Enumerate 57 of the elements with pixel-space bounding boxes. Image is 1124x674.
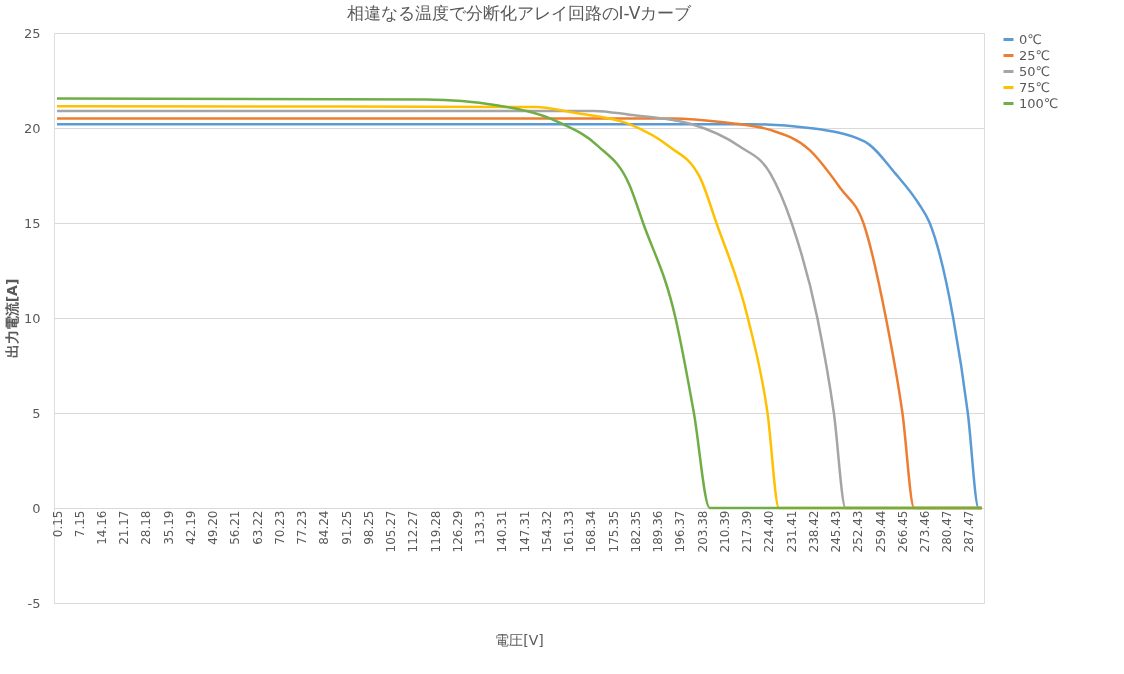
x-tick-label: 126.29 [450, 510, 465, 553]
x-tick-label: 168.34 [584, 510, 599, 553]
x-tick-label: 42.19 [183, 510, 198, 545]
x-tick-label: 224.40 [762, 510, 777, 553]
x-tick-label: 196.37 [673, 510, 688, 553]
x-tick-label: 112.27 [406, 510, 421, 553]
x-tick-label: 245.43 [829, 510, 844, 553]
x-tick-label: 14.16 [94, 510, 109, 545]
y-tick-label: 0 [32, 500, 41, 516]
x-tick-label: 203.38 [695, 510, 710, 553]
x-tick-label: 252.43 [851, 510, 866, 553]
legend-label: 100℃ [1019, 95, 1059, 111]
x-tick-label: 266.45 [895, 510, 910, 553]
x-tick-label: 56.21 [228, 510, 243, 545]
x-tick-label: 287.47 [962, 510, 977, 553]
x-tick-label: 217.39 [740, 510, 755, 553]
x-tick-label: 21.17 [117, 510, 132, 545]
y-tick-label: 25 [23, 25, 41, 41]
x-tick-label: 259.44 [873, 510, 888, 553]
x-tick-label: 175.35 [606, 510, 621, 553]
y-axis-title: 出力電流[A] [3, 278, 20, 359]
x-tick-label: 210.39 [717, 510, 732, 553]
x-tick-label: 84.24 [317, 510, 332, 545]
x-tick-label: 63.22 [250, 510, 265, 545]
legend-label: 75℃ [1019, 79, 1051, 95]
x-tick-label: 28.18 [139, 510, 154, 545]
x-tick-label: 98.25 [361, 510, 376, 545]
x-tick-label: 0.15 [50, 510, 65, 538]
x-tick-label: 182.35 [628, 510, 643, 553]
x-tick-label: 189.36 [651, 510, 666, 553]
y-tick-label: 10 [23, 310, 41, 326]
x-tick-label: 161.33 [562, 510, 577, 553]
x-tick-label: 49.20 [206, 510, 221, 545]
x-tick-label: 35.19 [161, 510, 176, 545]
x-tick-label: 273.46 [918, 510, 933, 553]
x-tick-label: 147.31 [517, 510, 532, 553]
y-tick-label: 15 [23, 215, 41, 231]
x-tick-label: 70.23 [272, 510, 287, 545]
x-tick-label: 133.3 [473, 510, 488, 545]
x-tick-label: 140.31 [495, 510, 510, 553]
x-tick-label: 154.32 [539, 510, 554, 553]
x-tick-label: 7.15 [72, 510, 87, 538]
x-tick-label: 238.42 [806, 510, 821, 553]
x-tick-label: 280.47 [940, 510, 955, 553]
x-tick-label: 77.23 [295, 510, 310, 545]
x-tick-label: 231.41 [784, 510, 799, 553]
y-tick-label: 20 [23, 120, 41, 136]
x-tick-label: 105.27 [384, 510, 399, 553]
x-axis-title: 電圧[V] [495, 631, 544, 648]
legend-label: 25℃ [1019, 47, 1051, 63]
chart-title: 相違なる温度で分断化アレイ回路のI-Vカーブ [346, 3, 693, 23]
x-tick-label: 119.28 [428, 510, 443, 553]
legend-label: 0℃ [1019, 31, 1042, 47]
x-tick-label: 91.25 [339, 510, 354, 545]
y-tick-label: 5 [32, 405, 41, 421]
y-tick-label: -5 [27, 595, 41, 611]
legend-label: 50℃ [1019, 63, 1051, 79]
